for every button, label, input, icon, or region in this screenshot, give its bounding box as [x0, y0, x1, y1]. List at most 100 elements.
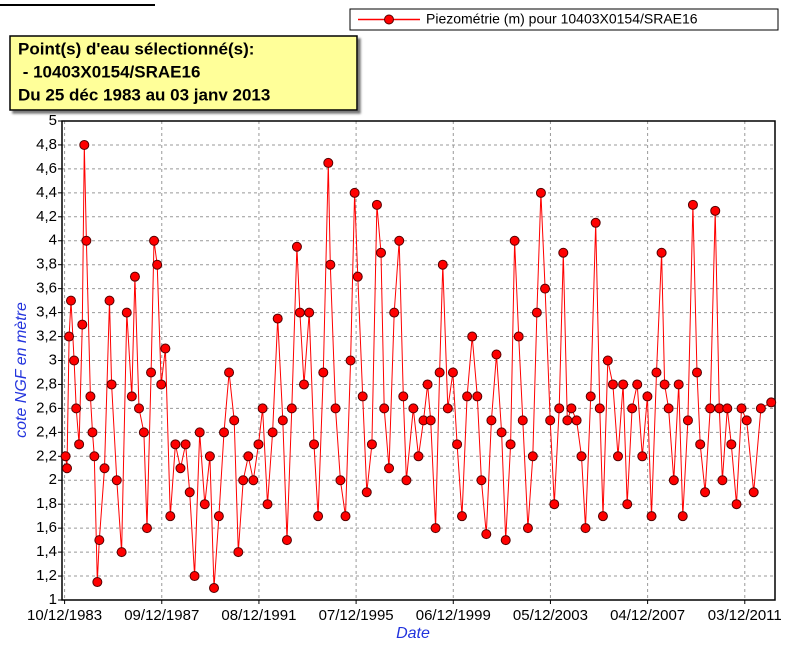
- data-point: [277, 415, 288, 426]
- data-point: [64, 331, 75, 342]
- data-point: [129, 271, 140, 282]
- x-tick-label: 06/12/1999: [416, 607, 491, 624]
- data-point: [627, 403, 638, 414]
- data-point: [531, 307, 542, 318]
- data-point: [121, 307, 132, 318]
- y-tick-label: 4,6: [36, 160, 57, 177]
- data-point: [257, 403, 268, 414]
- data-point: [375, 247, 386, 258]
- data-point: [330, 403, 341, 414]
- data-point: [558, 247, 569, 258]
- data-point: [340, 511, 351, 522]
- data-point: [389, 307, 400, 318]
- data-point: [229, 415, 240, 426]
- data-point: [663, 403, 674, 414]
- data-point: [622, 499, 633, 510]
- data-point: [580, 523, 591, 534]
- info-line: Du 25 déc 1983 au 03 janv 2013: [18, 85, 270, 104]
- data-point: [705, 403, 716, 414]
- data-point: [462, 391, 473, 402]
- data-point: [594, 403, 605, 414]
- y-tick-label: 3,8: [36, 256, 57, 273]
- data-point: [165, 511, 176, 522]
- data-point: [199, 499, 210, 510]
- data-point: [366, 439, 377, 450]
- series-line: [65, 144, 772, 589]
- data-point: [238, 475, 249, 486]
- info-box-bg: [9, 35, 358, 111]
- data-point: [160, 343, 171, 354]
- data-point: [456, 511, 467, 522]
- x-tick-label: 03/12/2011: [708, 607, 782, 624]
- y-tick-label: 2: [49, 471, 57, 488]
- x-tick-label: 04/12/2007: [610, 607, 685, 624]
- data-point: [755, 403, 766, 414]
- y-tick-label: 3,4: [36, 304, 57, 321]
- data-point: [717, 475, 728, 486]
- info-box: Point(s) d'eau sélectionné(s): - 10403X0…: [9, 35, 358, 111]
- data-point: [447, 367, 458, 378]
- data-point: [700, 487, 711, 498]
- data-point: [442, 403, 453, 414]
- data-point: [597, 511, 608, 522]
- x-axis-label: Date: [396, 625, 430, 642]
- data-point: [79, 139, 90, 150]
- data-point: [522, 523, 533, 534]
- data-point: [422, 379, 433, 390]
- data-point: [481, 529, 492, 540]
- data-point: [180, 439, 191, 450]
- data-point: [637, 451, 648, 462]
- data-point: [612, 451, 623, 462]
- data-point: [345, 355, 356, 366]
- data-point: [549, 499, 560, 510]
- data-point: [513, 331, 524, 342]
- data-point: [545, 415, 556, 426]
- data-point: [726, 439, 737, 450]
- data-point: [149, 235, 160, 246]
- data-point: [467, 331, 478, 342]
- data-point: [170, 439, 181, 450]
- legend-label: Piezométrie (m) pour 10403X0154/SRAE16: [426, 11, 698, 27]
- data-point: [379, 403, 390, 414]
- data-point: [116, 547, 127, 558]
- data-point: [104, 295, 115, 306]
- legend-marker: [384, 14, 394, 25]
- data-point: [691, 367, 702, 378]
- data-point: [304, 307, 315, 318]
- data-point: [85, 391, 96, 402]
- data-point: [535, 187, 546, 198]
- data-point: [585, 391, 596, 402]
- data-point: [325, 259, 336, 270]
- y-tick-label: 1,2: [36, 567, 57, 584]
- data-point: [318, 367, 329, 378]
- data-point: [267, 427, 278, 438]
- x-tick-label: 09/12/1987: [124, 607, 199, 624]
- data-point: [736, 403, 747, 414]
- data-point: [60, 451, 71, 462]
- data-point: [476, 475, 487, 486]
- data-point: [509, 235, 520, 246]
- data-point: [673, 379, 684, 390]
- data-point: [695, 439, 706, 450]
- data-point: [111, 475, 122, 486]
- data-point: [540, 283, 551, 294]
- data-point: [71, 403, 82, 414]
- data-point: [194, 427, 205, 438]
- data-point: [741, 415, 752, 426]
- data-point: [425, 415, 436, 426]
- data-point: [659, 379, 670, 390]
- data-point: [491, 349, 502, 360]
- data-point: [281, 535, 292, 546]
- info-line: - 10403X0154/SRAE16: [18, 62, 200, 81]
- data-point: [602, 355, 613, 366]
- data-point: [233, 547, 244, 558]
- data-point: [434, 367, 445, 378]
- y-tick-label: 1: [49, 591, 57, 608]
- data-point: [371, 199, 382, 210]
- data-point: [656, 247, 667, 258]
- data-point: [99, 463, 110, 474]
- data-point: [430, 523, 441, 534]
- y-tick-label: 5: [49, 112, 57, 129]
- data-point: [486, 415, 497, 426]
